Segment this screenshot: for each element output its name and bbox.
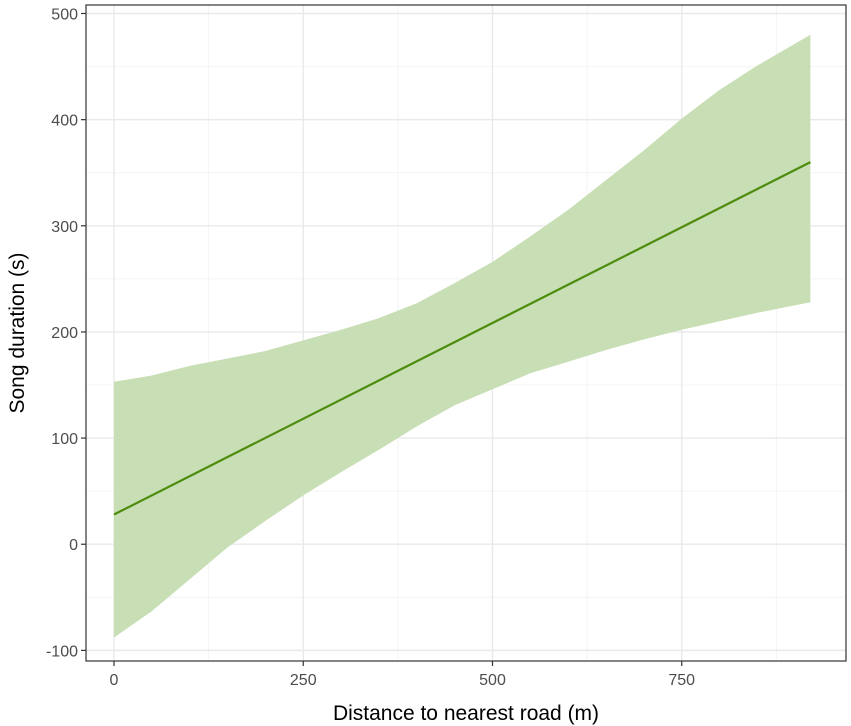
y-axis-ticks: -100 0 100 200 300 400 500 xyxy=(46,6,86,660)
x-tick-label: 0 xyxy=(110,672,119,689)
y-tick-label: 500 xyxy=(51,6,78,23)
y-axis-title: Song duration (s) xyxy=(6,252,29,413)
y-tick-label: 300 xyxy=(51,219,78,236)
panel-border xyxy=(85,4,847,662)
x-tick-label: 750 xyxy=(668,672,695,689)
confidence-ribbon xyxy=(114,34,811,638)
x-axis-title: Distance to nearest road (m) xyxy=(333,702,599,725)
x-tick-label: 250 xyxy=(290,672,317,689)
y-tick-label: 0 xyxy=(69,537,78,554)
x-tick-label: 500 xyxy=(479,672,506,689)
x-axis-ticks: 0 250 500 750 xyxy=(110,661,695,689)
y-tick-label: -100 xyxy=(46,643,78,660)
y-tick-label: 200 xyxy=(51,325,78,342)
y-tick-label: 100 xyxy=(51,431,78,448)
y-tick-label: 400 xyxy=(51,113,78,130)
trend-line xyxy=(113,161,811,516)
